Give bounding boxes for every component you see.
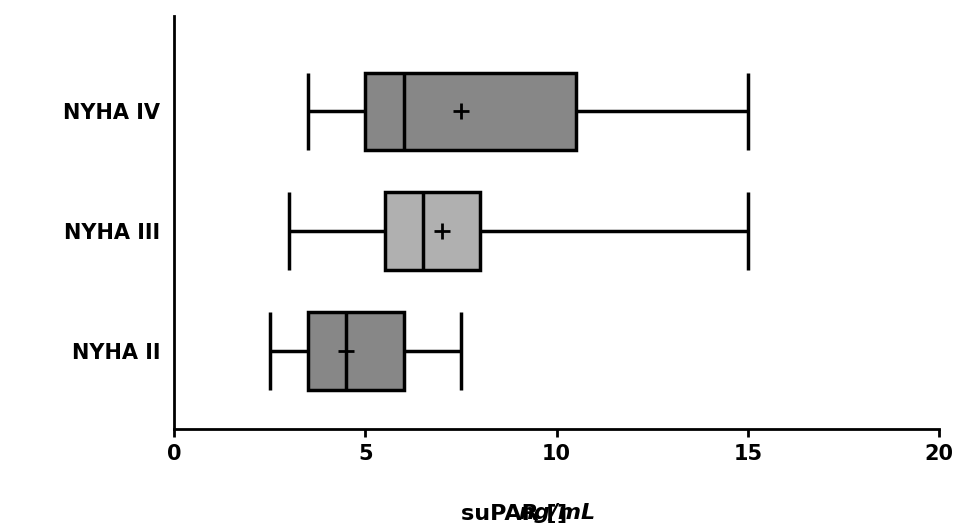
Text: ]: ] [557,503,567,523]
Bar [308,312,404,390]
Bar [365,73,576,151]
Bar [384,192,480,270]
Text: suPAR [: suPAR [ [461,503,557,523]
Text: ng/mL: ng/mL [518,503,595,523]
